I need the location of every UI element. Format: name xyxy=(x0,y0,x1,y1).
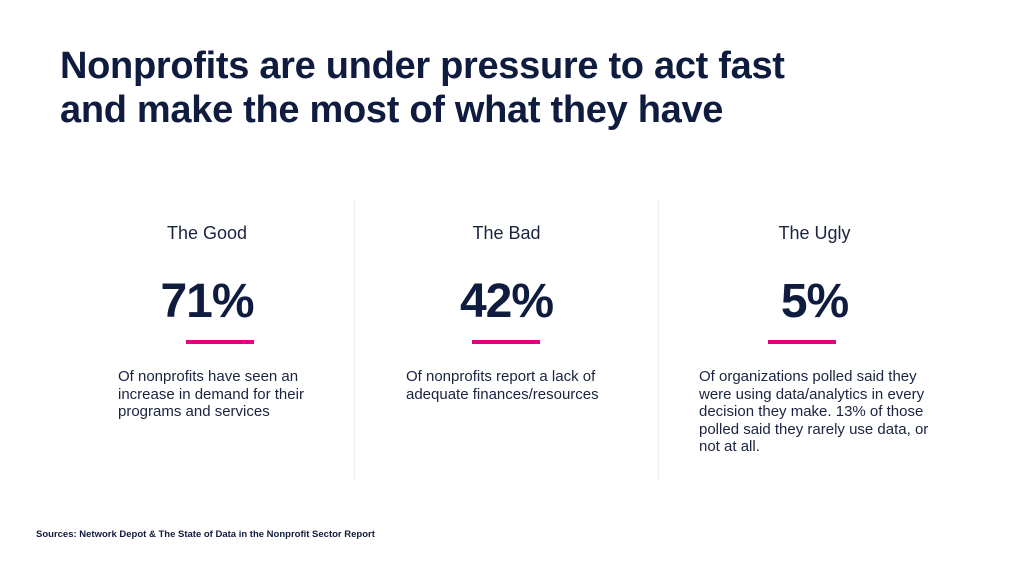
stat-description: Of nonprofits report a lack of adequate … xyxy=(406,368,599,403)
page-title-line-2: and make the most of what they have xyxy=(60,89,724,131)
page-title: Nonprofits are under pressure to act fas… xyxy=(60,44,960,132)
accent-underline xyxy=(472,340,540,344)
stat-column-ugly: The Ugly 5% Of organizations polled said… xyxy=(659,200,970,480)
stat-description: Of nonprofits have seen an increase in d… xyxy=(118,368,304,420)
column-heading: The Good xyxy=(166,223,248,243)
stat-value: 42% xyxy=(459,275,554,328)
column-heading: The Bad xyxy=(472,223,541,243)
stat-column-bad: The Bad 42% Of nonprofits report a lack … xyxy=(355,200,658,480)
stat-value: 5% xyxy=(780,275,849,328)
page-title-line-1: Nonprofits are under pressure to act fas… xyxy=(60,45,785,87)
stat-value: 71% xyxy=(160,275,254,328)
accent-underline xyxy=(768,340,836,344)
stat-description: Of organizations polled said they were u… xyxy=(699,368,929,455)
sources-footnote: Sources: Network Depot & The State of Da… xyxy=(36,529,375,540)
column-divider xyxy=(354,200,355,480)
stats-columns: The Good 71% Of nonprofits have seen an … xyxy=(60,200,970,480)
column-divider xyxy=(658,200,659,480)
column-heading: The Ugly xyxy=(778,223,851,243)
accent-underline xyxy=(186,340,254,344)
stat-column-good: The Good 71% Of nonprofits have seen an … xyxy=(60,200,354,480)
